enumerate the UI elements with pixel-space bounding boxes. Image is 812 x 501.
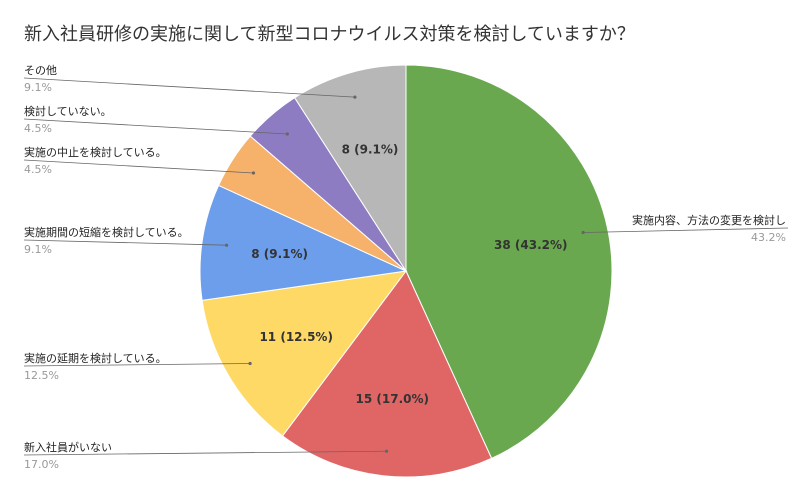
callout-percent-3: 9.1% <box>24 243 52 256</box>
callout-line-4 <box>23 159 254 174</box>
callout-dot-5 <box>285 132 289 136</box>
pie-slice-2 <box>201 270 408 437</box>
callout-percent-4: 4.5% <box>24 163 52 176</box>
pie-slices <box>199 64 613 478</box>
slice-value-label-2: 11 (12.5%) <box>259 330 332 344</box>
callout-line-3 <box>23 239 227 246</box>
slice-value-label-6: 8 (9.1%) <box>342 143 399 157</box>
callout-dot-4 <box>251 171 256 175</box>
pie-slice-1 <box>281 270 493 478</box>
callout-percent-1: 17.0% <box>24 458 59 471</box>
callout-dot-2 <box>248 361 252 366</box>
pie-slice-6 <box>293 64 407 273</box>
chart-title: 新入社員研修の実施に関して新型コロナウイルス対策を検討していますか？ <box>24 24 635 45</box>
callout-label-1: 新入社員がいない <box>24 440 112 454</box>
callout-dot-0 <box>581 230 585 235</box>
callout-label-5: 検討していない。 <box>24 104 112 118</box>
callout-percent-6: 9.1% <box>24 81 52 94</box>
callout-dot-1 <box>385 449 389 453</box>
callout-labels: 実施内容、方法の変更を検討し 43.2% 新入社員がいない 17.0% 実施の延期を検討… <box>23 64 789 471</box>
callout-line-6 <box>23 77 355 98</box>
callout-dot-6 <box>353 95 357 99</box>
callout-line-5 <box>23 118 288 135</box>
callout-label-0: 実施内容、方法の変更を検討し <box>632 213 786 227</box>
callout-percent-0: 43.2% <box>751 231 786 244</box>
callout-label-2: 実施の延期を検討している。 <box>24 351 167 365</box>
callout-line-2 <box>23 363 251 367</box>
slice-value-label-0: 38 (43.2%) <box>494 238 567 252</box>
callout-label-6: その他 <box>24 64 57 77</box>
callout-label-3: 実施期間の短縮を検討している。 <box>24 225 189 239</box>
callout-dot-3 <box>225 243 229 247</box>
pie-slice-3 <box>199 184 408 301</box>
pie-slice-0 <box>405 64 613 460</box>
callout-label-4: 実施の中止を検討している。 <box>24 145 167 159</box>
callout-percent-5: 4.5% <box>24 122 52 135</box>
callout-line-1 <box>23 450 387 456</box>
callout-percent-2: 12.5% <box>24 369 59 382</box>
inner-labels: 38 (43.2%) 15 (17.0%) 11 (12.5%) 8 (9.1%) 8 … <box>251 143 567 407</box>
slice-value-label-1: 15 (17.0%) <box>356 392 429 406</box>
callout-line-0 <box>583 227 789 233</box>
slice-value-label-3: 8 (9.1%) <box>251 247 308 261</box>
